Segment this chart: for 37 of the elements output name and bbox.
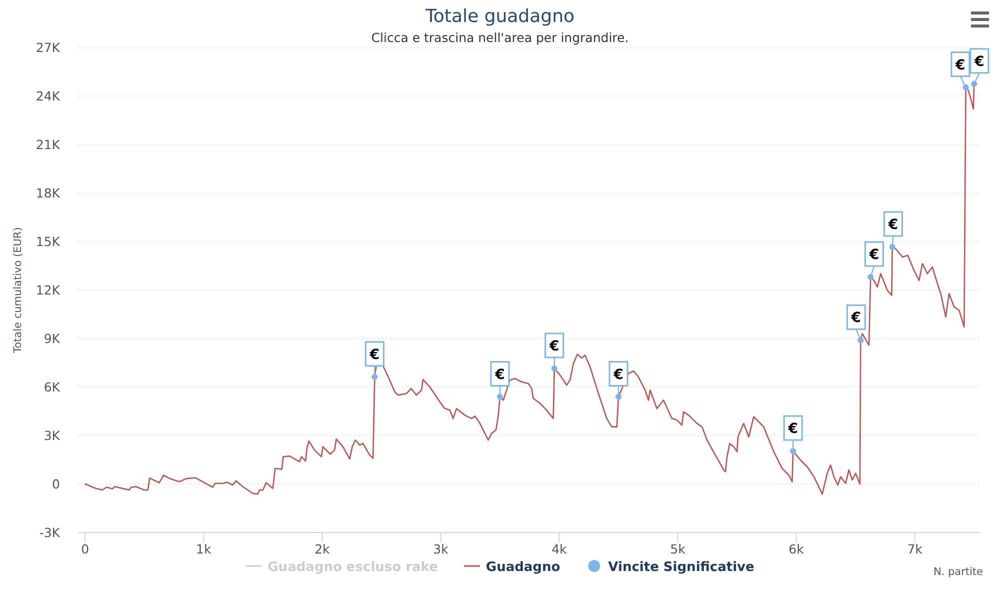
y-tick-label: 15K	[36, 234, 61, 250]
annotation: €	[887, 216, 898, 233]
x-tick-label: 6k	[788, 542, 805, 556]
y-tick-label: 6K	[44, 380, 61, 395]
annotation: €	[494, 366, 505, 383]
point	[790, 448, 796, 454]
x-tick-label: 2k	[314, 542, 331, 556]
x-tick-label: 4k	[552, 542, 568, 556]
legend-label: Vincite Significative	[608, 560, 755, 575]
annotation: €	[548, 338, 560, 354]
y-tick-label: 27K	[36, 40, 61, 56]
annotation: €	[974, 54, 984, 70]
annotation: €	[868, 247, 880, 264]
y-tick-label: 21K	[36, 137, 61, 152]
y-tick-label: 24K	[36, 88, 61, 104]
y-tick-label: 3K	[44, 428, 61, 444]
y-tick-label: -3K	[39, 525, 61, 540]
x-axis-title: N. partite	[933, 566, 983, 578]
annotation: €	[368, 346, 380, 363]
y-tick-label: 0	[52, 476, 60, 492]
annotation: €	[787, 421, 798, 438]
x-tick-label: 0	[81, 542, 90, 556]
annotation: €	[850, 310, 861, 326]
annotation: €	[954, 57, 966, 74]
y-tick-label: 12K	[36, 282, 61, 298]
x-tick-label: 1k	[196, 542, 212, 556]
y-tick-label: 9K	[44, 331, 61, 346]
legend-label: Guadagno	[486, 560, 560, 575]
x-tick-label: 7k	[907, 542, 924, 556]
x-tick-label: 5k	[670, 542, 686, 556]
annotation: €	[612, 366, 624, 383]
chart-subtitle: Clicca e trascina nell'area per ingrandire.	[371, 30, 629, 45]
point	[551, 365, 558, 372]
chart-title: Totale guadagno	[424, 6, 575, 27]
y-axis-title: Totale cumulativo (EUR)	[12, 227, 24, 354]
x-tick-label: 3k	[433, 542, 450, 556]
y-tick-label: 18K	[36, 186, 61, 201]
